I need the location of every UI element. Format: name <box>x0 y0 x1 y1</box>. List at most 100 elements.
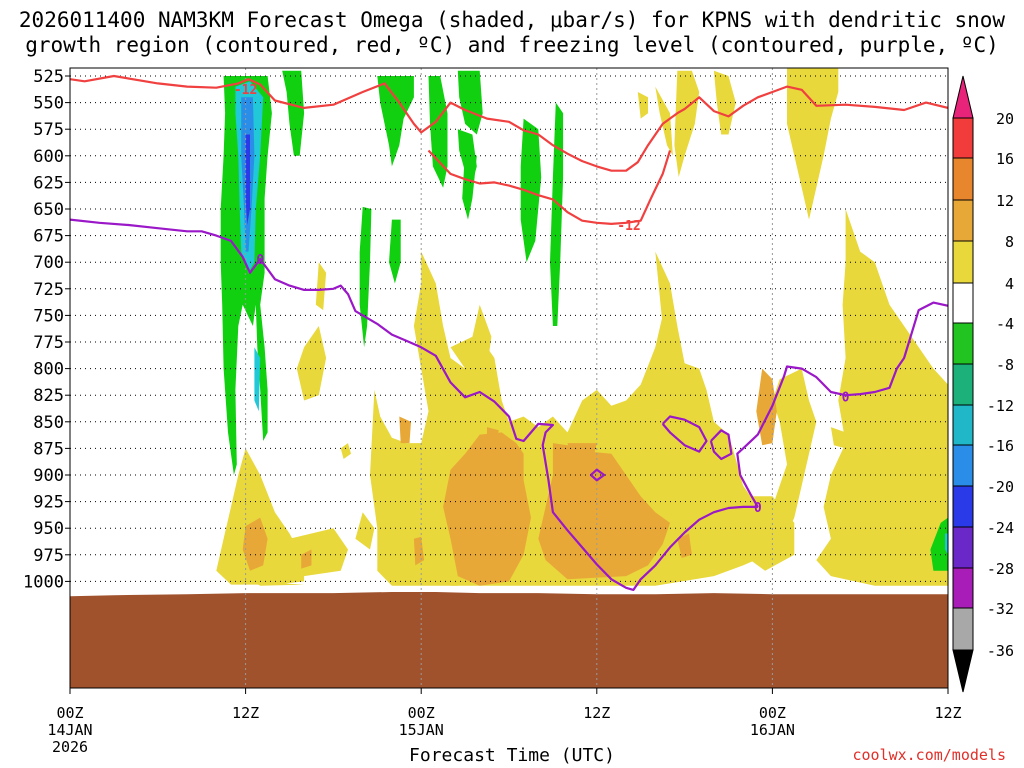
omega-positive-area <box>691 528 714 566</box>
colorbar-arrow-down <box>952 649 974 693</box>
contour-freezing-loop-1 <box>661 415 708 453</box>
x-tick-label: 15JAN <box>399 721 444 739</box>
omega-positive-area <box>216 448 305 585</box>
y-tick-label: 900 <box>33 466 64 486</box>
chart-title-line-1: 2026011400 NAM3KM Forecast Omega (shaded… <box>18 8 1006 32</box>
omega-strong-positive-area <box>301 549 312 569</box>
contour-dgz-lower <box>427 149 672 225</box>
y-tick-label: 925 <box>33 493 64 513</box>
colorbar-swatch <box>952 117 974 159</box>
omega-negative-area <box>930 517 948 571</box>
contour-freezing-loop-2 <box>709 429 733 461</box>
omega-strong-positive-area <box>567 443 597 475</box>
colorbar-swatch <box>952 363 974 406</box>
contour-freezing-level-east <box>736 301 948 508</box>
colorbar-swatch <box>952 526 974 569</box>
omega-positive-area <box>370 389 458 586</box>
x-tick-label: 2026 <box>52 738 88 756</box>
y-tick-label: 850 <box>33 413 64 433</box>
colorbar-label: -20 <box>987 478 1014 496</box>
y-tick-label: 875 <box>33 439 64 459</box>
omega-negative-core <box>254 347 261 412</box>
omega-negative-area <box>220 76 272 475</box>
colorbar-swatch <box>952 567 974 609</box>
colorbar-swatch <box>952 282 974 324</box>
colorbar-label: 16 <box>996 150 1014 168</box>
colorbar-label: -32 <box>987 600 1014 618</box>
y-tick-label: 550 <box>33 94 64 114</box>
x-tick-label: 12Z <box>232 704 259 722</box>
colorbar-label: -4 <box>996 315 1014 333</box>
colorbar-swatch <box>952 485 974 528</box>
plot-frame <box>69 67 949 689</box>
y-tick-label: 725 <box>33 280 64 300</box>
colorbar-label: -36 <box>987 642 1014 660</box>
omega-positive-area <box>674 70 700 178</box>
y-tick-label: 800 <box>33 360 64 380</box>
y-tick-label: 675 <box>33 227 64 247</box>
x-axis-label: Forecast Time (UTC) <box>409 745 615 766</box>
chart-title-line-2: growth region (contoured, red, ºC) and f… <box>25 33 999 57</box>
omega-positive-area <box>713 70 736 135</box>
colorbar-swatch <box>952 607 974 651</box>
colorbar-swatch <box>952 404 974 446</box>
omega-strong-positive-area <box>399 416 411 444</box>
omega-negative-area <box>282 70 305 156</box>
y-tick-label: 975 <box>33 546 64 566</box>
terrain-strip <box>70 592 948 688</box>
y-tick-label: 1000 <box>23 572 64 592</box>
colorbar-swatch <box>952 157 974 201</box>
contour-dgz-upper <box>70 74 948 172</box>
x-tick-label: 00Z <box>759 704 786 722</box>
x-tick-label: 12Z <box>583 704 610 722</box>
omega-positive-area <box>637 92 648 119</box>
omega-negative-area <box>377 76 414 167</box>
omega-negative-area <box>389 219 401 284</box>
omega-negative-area <box>550 102 564 326</box>
omega-positive-area <box>743 496 795 571</box>
contour-label: -12 <box>234 83 257 98</box>
contour-freezing-level <box>70 218 758 591</box>
colorbar-swatch <box>952 322 974 365</box>
colorbar-label: -24 <box>987 519 1014 537</box>
colorbar-label: -16 <box>987 437 1014 455</box>
y-tick-label: 700 <box>33 253 64 273</box>
contour-label: 0 <box>842 390 850 405</box>
omega-positive-area <box>252 581 305 586</box>
colorbar-swatch <box>952 199 974 242</box>
colorbar-label: 4 <box>1005 275 1014 293</box>
contour-freezing-loop-3 <box>590 468 606 482</box>
y-tick-label: 750 <box>33 306 64 326</box>
x-tick-label: 00Z <box>408 704 435 722</box>
omega-positive-area <box>816 209 948 586</box>
omega-positive-area <box>315 262 327 311</box>
omega-positive-area <box>355 512 375 550</box>
colorbar-label: 20 <box>996 110 1014 128</box>
omega-strong-positive-area <box>487 427 499 449</box>
y-tick-label: 825 <box>33 386 64 406</box>
y-tick-label: 775 <box>33 333 64 353</box>
omega-positive-area <box>340 443 351 459</box>
x-tick-label: 12Z <box>934 704 961 722</box>
omega-strong-positive-area <box>242 517 268 571</box>
site-credit[interactable]: coolwx.com/models <box>852 746 1006 764</box>
omega-strong-positive-area <box>538 443 670 580</box>
colorbar-label: -8 <box>996 356 1014 374</box>
x-tick-label: 00Z <box>56 704 83 722</box>
omega-positive-area <box>830 427 846 449</box>
omega-positive-area <box>655 251 678 326</box>
y-tick-label: 600 <box>33 147 64 167</box>
omega-negative-area <box>462 150 477 220</box>
omega-negative-area <box>359 206 372 348</box>
colorbar-label: -28 <box>987 560 1014 578</box>
colorbar-swatch <box>952 240 974 284</box>
omega-positive-area <box>296 326 327 401</box>
colorbar-swatch <box>952 444 974 487</box>
omega-negative-area <box>520 118 542 263</box>
colorbar-label: 8 <box>1005 233 1014 251</box>
y-tick-label: 950 <box>33 519 64 539</box>
omega-negative-area <box>428 76 448 188</box>
omega-positive-area <box>655 86 673 156</box>
y-tick-label: 625 <box>33 173 64 193</box>
omega-strong-positive-area <box>443 432 531 586</box>
